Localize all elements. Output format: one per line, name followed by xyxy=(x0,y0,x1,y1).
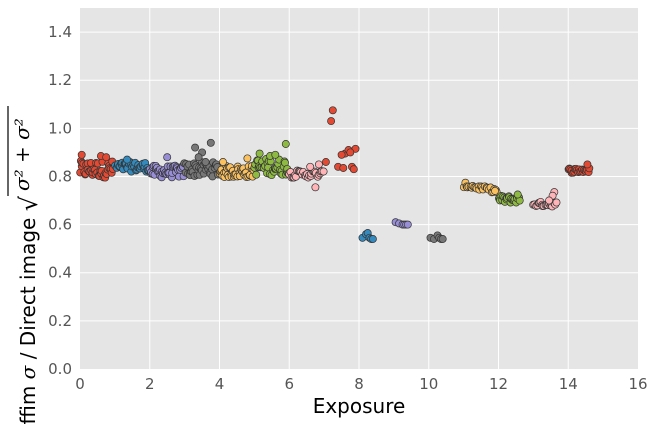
y-tick-label: 0.8 xyxy=(48,167,72,185)
y-axis-label-prefix: Diffim xyxy=(16,379,40,424)
data-point-exposure-7 xyxy=(328,106,337,115)
y-axis-label-radicand: σ² + σ² xyxy=(10,118,34,191)
y-tick-label: 0.0 xyxy=(48,360,72,378)
data-point-exposure-6 xyxy=(311,183,320,192)
y-tick-label: 0.4 xyxy=(48,264,72,282)
x-tick-label: 2 xyxy=(145,375,155,393)
y-tick-label: 1.4 xyxy=(48,23,72,41)
data-point-exposure-0 xyxy=(102,153,111,162)
y-tick-label: 1.2 xyxy=(48,71,72,89)
x-axis-label: Exposure xyxy=(313,394,406,418)
x-tick-label: 12 xyxy=(489,375,508,393)
y-axis-label-sigma: σ xyxy=(16,364,40,379)
data-point-exposure-3 xyxy=(206,138,215,147)
data-point-exposure-7 xyxy=(337,150,346,159)
data-point-exposure-7 xyxy=(327,117,336,126)
x-tick-label: 0 xyxy=(75,375,85,393)
data-point-exposure-5 xyxy=(281,140,290,148)
data-point-exposure-6 xyxy=(306,162,315,171)
x-tick-label: 14 xyxy=(559,375,578,393)
y-axis-label-middle: / Direct image xyxy=(16,211,40,365)
data-point-exposure-7 xyxy=(339,164,348,172)
data-point-exposure-3 xyxy=(201,158,210,166)
data-point-exposure-2 xyxy=(163,153,172,162)
data-point-exposure-5 xyxy=(271,150,280,159)
data-point-exposure-6 xyxy=(314,160,323,169)
x-tick-label: 8 xyxy=(354,375,364,393)
data-point-exposure-6 xyxy=(319,167,328,176)
grid xyxy=(80,8,638,369)
y-tick-label: 0.6 xyxy=(48,216,72,234)
data-point-exposure-11 xyxy=(491,186,499,195)
data-point-exposure-4 xyxy=(243,154,252,163)
data-point-exposure-13 xyxy=(545,196,554,205)
y-tick-label: 0.2 xyxy=(48,312,72,330)
data-points xyxy=(76,106,594,243)
data-point-exposure-3 xyxy=(191,143,200,152)
data-point-exposure-0 xyxy=(77,150,86,159)
y-tick-label: 1.0 xyxy=(48,119,72,137)
svg-text:Diffim σ / Direct image √: Diffim σ / Direct image √ xyxy=(15,195,43,424)
data-point-exposure-1 xyxy=(123,155,132,164)
data-point-exposure-7 xyxy=(321,158,330,166)
tick-labels: 0 2 4 6 8 10 12 14 16 0.0 0.2 0.4 0.6 0.8 1.0 1.2 1.4 xyxy=(48,23,647,393)
data-point-exposure-13 xyxy=(552,198,561,207)
data-point-exposure-7 xyxy=(349,165,358,174)
data-point-exposure-9 xyxy=(403,220,412,229)
data-point-exposure-7 xyxy=(346,148,355,157)
x-tick-label: 10 xyxy=(419,375,438,393)
y-axis-label: Diffim σ / Direct image √ σ² + σ² xyxy=(7,106,43,424)
x-tick-label: 16 xyxy=(628,375,647,393)
data-point-exposure-4 xyxy=(219,158,227,166)
y-axis-label-radical: √ xyxy=(15,195,43,211)
data-point-exposure-12 xyxy=(513,190,522,199)
data-point-exposure-10 xyxy=(438,235,447,243)
data-point-exposure-8 xyxy=(368,235,377,243)
data-point-exposure-14 xyxy=(583,160,592,169)
data-point-exposure-3 xyxy=(194,153,203,162)
x-tick-label: 6 xyxy=(284,375,294,393)
data-point-exposure-5 xyxy=(252,170,261,179)
x-tick-label: 4 xyxy=(215,375,225,393)
data-point-exposure-5 xyxy=(255,149,264,158)
